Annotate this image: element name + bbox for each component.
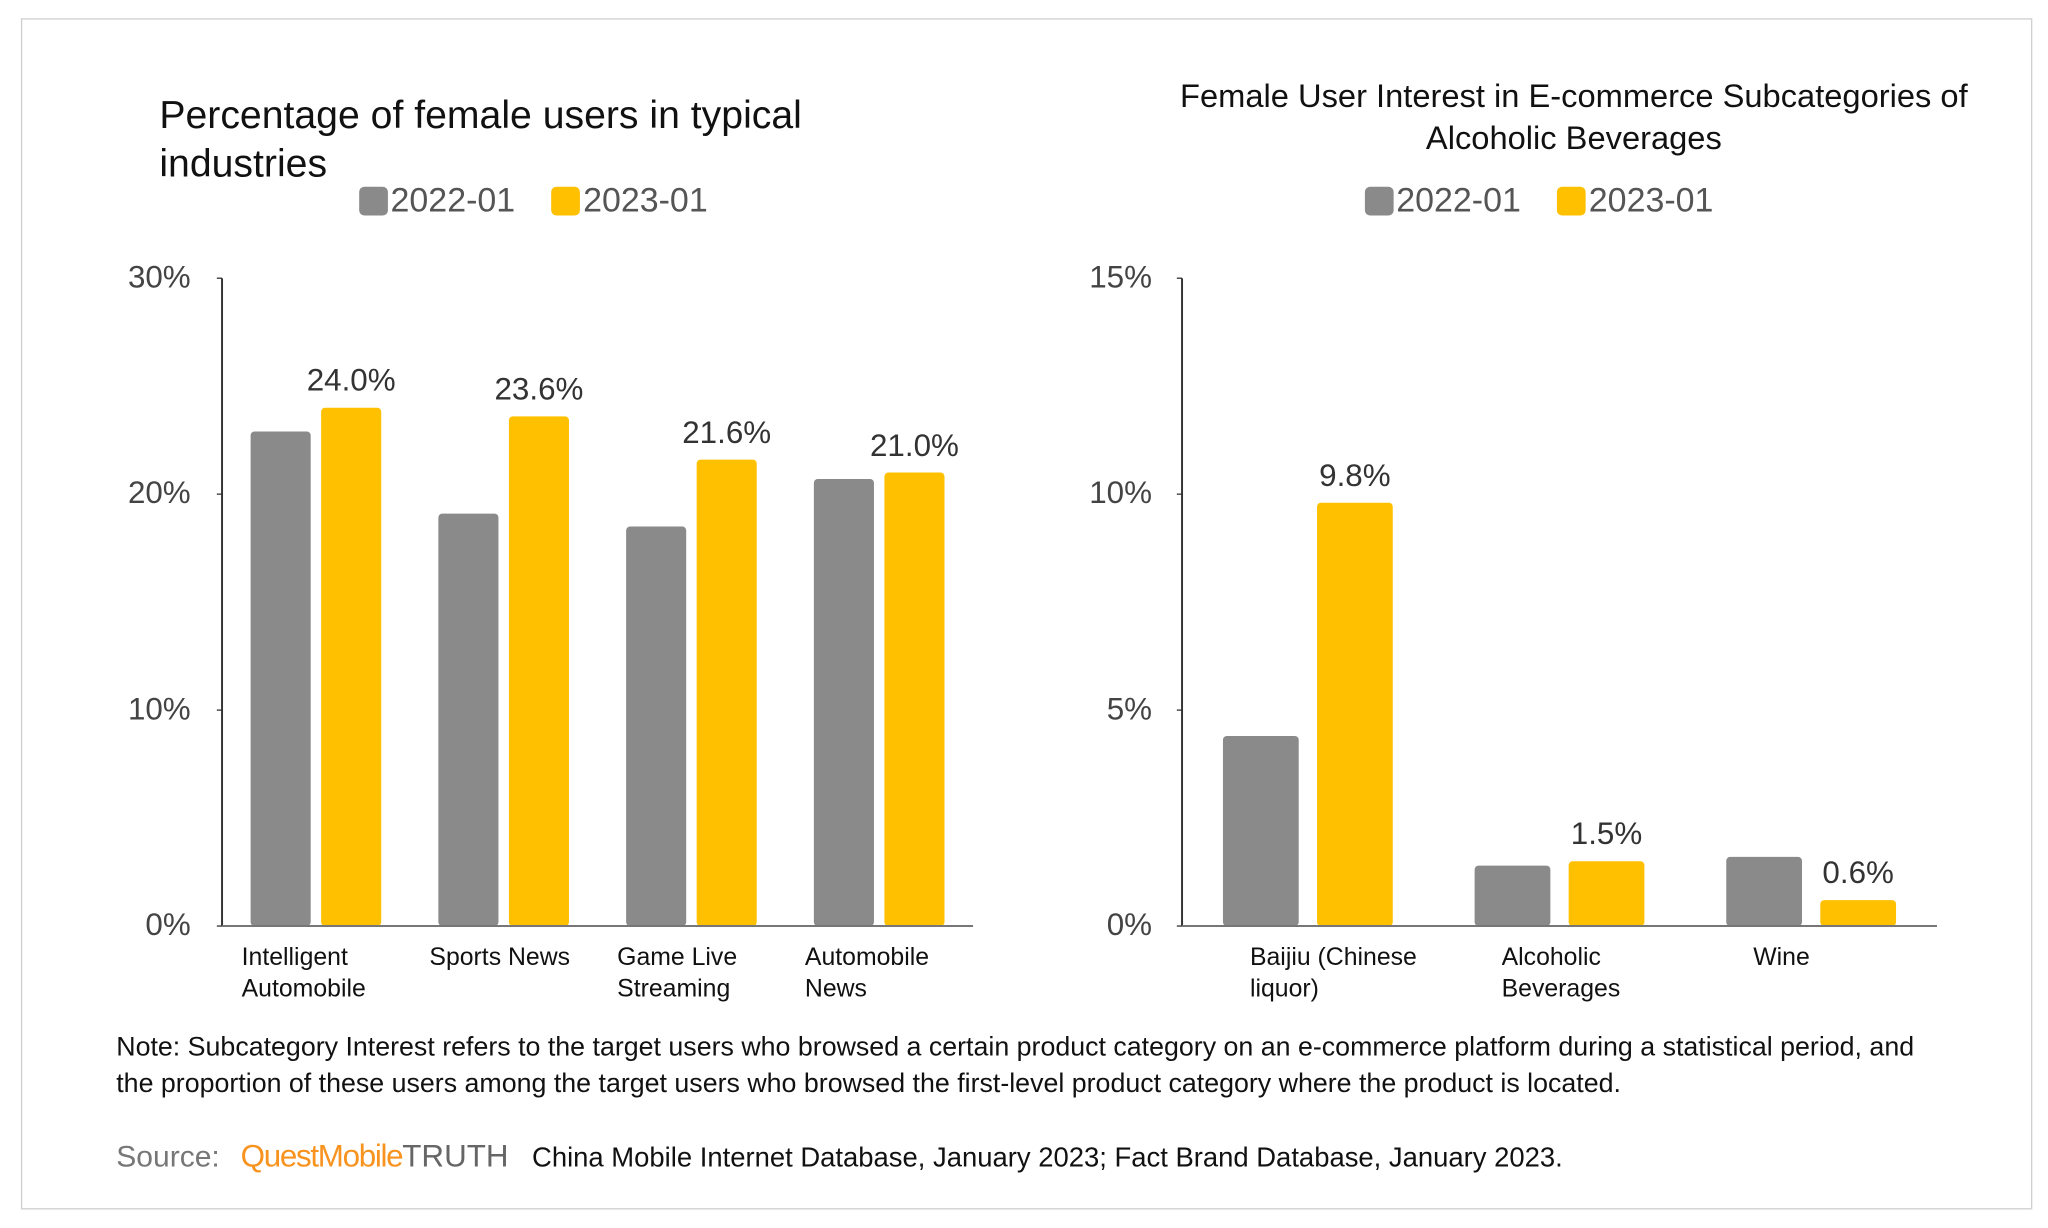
legend: 2022-01 2023-01 bbox=[1364, 180, 1742, 220]
legend-label: 2022-01 bbox=[1396, 180, 1521, 220]
frame bbox=[20, 18, 2033, 1210]
y-tick-label: 0% bbox=[1106, 907, 1152, 944]
y-tick-label: 5% bbox=[1106, 691, 1152, 728]
legend-swatch bbox=[1557, 186, 1587, 215]
y-tick-label: 10% bbox=[127, 691, 191, 728]
legend-item: 2022-01 bbox=[1364, 180, 1521, 220]
x-tick-label: Intelligent Automobile bbox=[241, 944, 366, 1004]
y-tick-label: 30% bbox=[127, 259, 191, 296]
bar bbox=[626, 526, 687, 927]
value-label: 24.0% bbox=[306, 363, 396, 399]
bar bbox=[813, 479, 874, 927]
value-label: 9.8% bbox=[1319, 458, 1391, 494]
source: Source: QuestMobile TRUTH China Mobile I… bbox=[116, 1139, 1563, 1176]
y-tick-label: 20% bbox=[127, 475, 191, 512]
x-tick-label: Automobile News bbox=[804, 944, 930, 1004]
legend-item: 2023-01 bbox=[1557, 180, 1713, 220]
source-brand-suffix: TRUTH bbox=[402, 1138, 509, 1175]
legend-swatch bbox=[551, 186, 581, 215]
legend-item: 2023-01 bbox=[551, 180, 708, 220]
x-tick-label: Wine bbox=[1753, 944, 1810, 972]
x-tick-label: Baijiu (Chinese liquor) bbox=[1249, 944, 1417, 1004]
value-label: 0.6% bbox=[1822, 855, 1894, 891]
bar bbox=[1317, 502, 1393, 927]
legend-label: 2023-01 bbox=[1588, 180, 1714, 220]
value-label: 21.6% bbox=[682, 415, 772, 451]
x-tick-label: Alcoholic Beverages bbox=[1501, 944, 1621, 1004]
source-brand: QuestMobile bbox=[240, 1138, 404, 1175]
chart-title: Female User Interest in E-commerce Subca… bbox=[1180, 78, 1968, 157]
bar bbox=[1568, 861, 1645, 927]
bar bbox=[508, 416, 569, 927]
legend-item: 2022-01 bbox=[359, 180, 515, 220]
legend-swatch bbox=[359, 186, 388, 215]
note: Note: Subcategory Interest refers to the… bbox=[116, 1031, 1915, 1099]
bar bbox=[438, 513, 499, 927]
source-text: China Mobile Internet Database, January … bbox=[532, 1142, 1563, 1173]
bar bbox=[884, 472, 945, 927]
bar bbox=[1726, 856, 1803, 927]
legend-swatch bbox=[1364, 186, 1394, 215]
legend-label: 2023-01 bbox=[583, 180, 708, 220]
value-label: 1.5% bbox=[1570, 816, 1643, 853]
bar bbox=[696, 459, 757, 927]
bar bbox=[250, 431, 311, 927]
bar bbox=[321, 407, 382, 927]
bar bbox=[1820, 900, 1897, 927]
y-tick-label: 10% bbox=[1089, 475, 1152, 512]
x-tick-label: Game Live Streaming bbox=[617, 944, 738, 1004]
source-label: Source: bbox=[116, 1138, 220, 1173]
bar bbox=[1474, 865, 1551, 927]
chart-title: Percentage of female users in typical in… bbox=[159, 94, 802, 186]
y-tick-label: 0% bbox=[145, 907, 191, 944]
value-label: 21.0% bbox=[869, 428, 959, 464]
legend: 2022-01 2023-01 bbox=[359, 180, 736, 220]
y-tick-label: 15% bbox=[1089, 259, 1152, 296]
x-tick-label: Sports News bbox=[429, 944, 571, 972]
legend-label: 2022-01 bbox=[390, 180, 516, 220]
bar bbox=[1222, 736, 1299, 927]
value-label: 23.6% bbox=[494, 371, 584, 408]
